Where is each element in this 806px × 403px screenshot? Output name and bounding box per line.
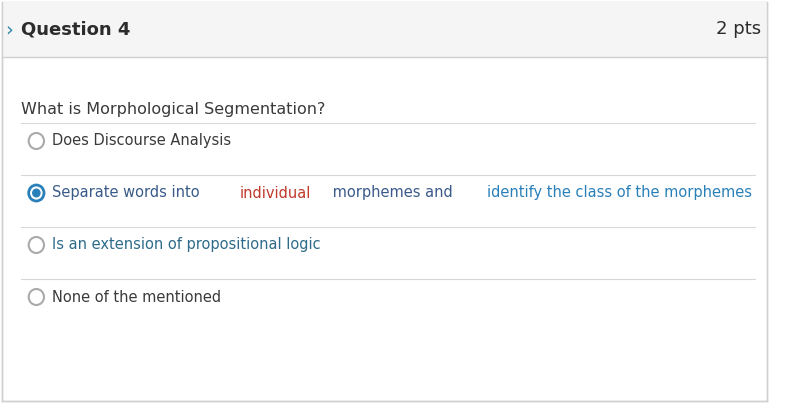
Text: morphemes and: morphemes and bbox=[327, 185, 457, 201]
Text: Separate words into: Separate words into bbox=[52, 185, 204, 201]
Circle shape bbox=[32, 189, 40, 197]
Circle shape bbox=[29, 237, 44, 253]
Text: None of the mentioned: None of the mentioned bbox=[52, 289, 221, 305]
Text: identify the class of the morphemes: identify the class of the morphemes bbox=[488, 185, 752, 201]
FancyBboxPatch shape bbox=[2, 2, 767, 57]
Text: Does Discourse Analysis: Does Discourse Analysis bbox=[52, 133, 231, 148]
Text: ›: › bbox=[5, 20, 13, 39]
Circle shape bbox=[29, 289, 44, 305]
Text: Question 4: Question 4 bbox=[21, 21, 131, 39]
Text: 2 pts: 2 pts bbox=[716, 21, 761, 39]
Text: individual: individual bbox=[239, 185, 311, 201]
Text: What is Morphological Segmentation?: What is Morphological Segmentation? bbox=[21, 102, 326, 117]
Circle shape bbox=[29, 133, 44, 149]
Text: Is an extension of propositional logic: Is an extension of propositional logic bbox=[52, 237, 320, 253]
FancyBboxPatch shape bbox=[2, 2, 767, 401]
Circle shape bbox=[29, 185, 44, 201]
